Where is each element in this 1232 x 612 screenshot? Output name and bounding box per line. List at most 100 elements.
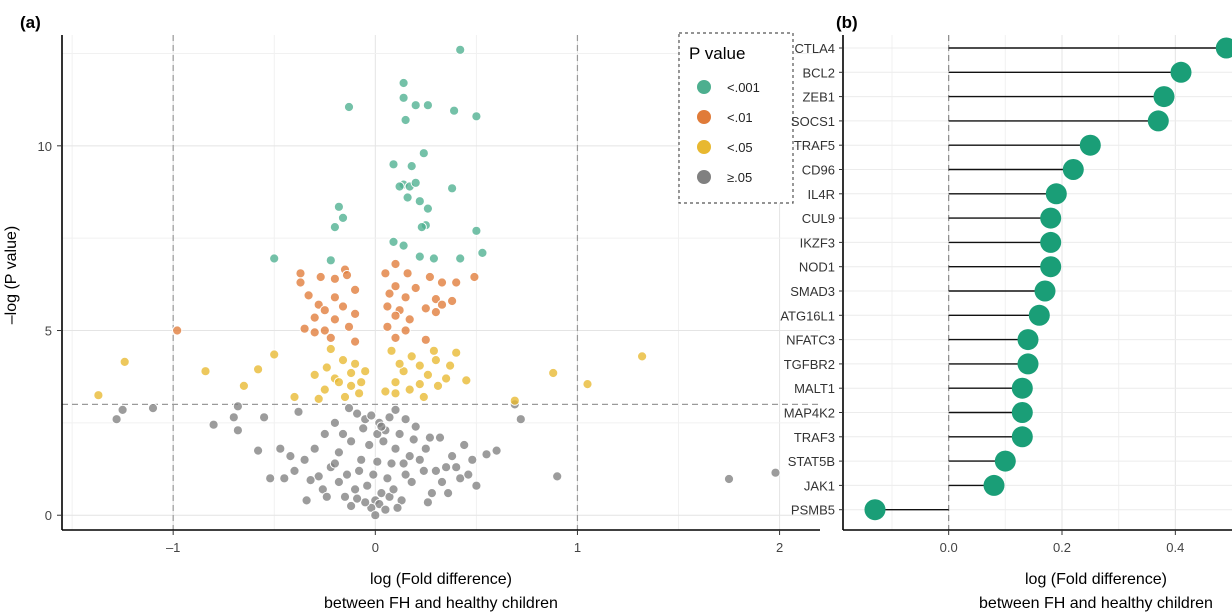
data-point (422, 497, 433, 508)
legend-label: <.01 (727, 110, 753, 125)
lollipop-x-axis-title-line2: between FH and healthy children (979, 595, 1213, 612)
data-point (471, 225, 482, 236)
data-point (285, 451, 296, 462)
data-point (299, 454, 310, 465)
data-point (333, 377, 344, 388)
data-point (420, 443, 431, 454)
lollipop-dot (1011, 402, 1033, 423)
data-point (329, 417, 340, 428)
volcano-x-axis-title-line2: between FH and healthy children (324, 595, 558, 612)
data-point (477, 247, 488, 258)
data-point (350, 308, 361, 319)
data-point (410, 100, 421, 111)
lollipop-dot (1079, 134, 1101, 156)
data-point (416, 222, 427, 233)
data-point (463, 469, 474, 480)
data-point (208, 419, 219, 430)
data-point (378, 436, 389, 447)
data-point (350, 336, 361, 347)
data-point (723, 473, 735, 485)
data-point (117, 404, 128, 415)
data-point (343, 403, 355, 414)
lollipop-x-axis-title-line1: log (Fold difference) (1025, 571, 1167, 588)
panel-b-label: (b) (836, 13, 858, 32)
gene-label: CTLA4 (795, 41, 835, 56)
gene-label: ZEB1 (802, 90, 835, 105)
data-point (491, 445, 502, 456)
data-point (350, 484, 361, 495)
data-point (441, 462, 452, 473)
lollipop-plot-panel: (b) CTLA4 BCL2 ZEB1 SOCS1 TRAF5 CD96 IL4R CUL9 I… (780, 13, 1232, 612)
data-point (343, 321, 355, 332)
data-point (414, 454, 425, 465)
data-point (469, 271, 480, 283)
data-point (232, 425, 243, 436)
legend-swatch (697, 170, 711, 184)
x-tick-label: –1 (166, 540, 180, 555)
y-tick-label: 0 (45, 508, 52, 523)
data-point (341, 469, 353, 480)
data-point (321, 491, 332, 502)
data-point (380, 268, 391, 279)
data-point (354, 388, 365, 399)
data-point (380, 504, 391, 515)
data-point (582, 379, 593, 390)
data-point (200, 366, 211, 377)
data-point (388, 484, 399, 495)
data-point (172, 325, 183, 336)
data-point (337, 301, 349, 312)
legend-swatch (697, 110, 711, 124)
gene-label: NFATC3 (786, 333, 835, 348)
data-point (400, 414, 411, 425)
data-point (461, 375, 472, 386)
data-point (376, 421, 387, 432)
data-point (329, 273, 340, 284)
data-point (337, 355, 349, 366)
lollipop-dot (983, 474, 1005, 496)
data-point (346, 500, 357, 512)
data-point (337, 212, 349, 223)
data-point (346, 367, 357, 379)
data-point (232, 401, 243, 412)
data-point (548, 367, 559, 379)
data-point (418, 148, 429, 159)
data-point (386, 458, 397, 469)
gene-label: TRAF3 (794, 430, 835, 445)
data-point (451, 347, 462, 358)
data-point (400, 469, 411, 480)
data-point (447, 183, 458, 194)
data-point (333, 201, 344, 212)
data-point (388, 159, 399, 170)
data-point (238, 380, 249, 391)
gene-label: PSMB5 (791, 503, 835, 518)
gene-label: ATG16L1 (780, 308, 835, 323)
data-point (447, 451, 458, 462)
x-tick-label: 0.2 (1053, 540, 1071, 555)
data-point (552, 471, 563, 482)
data-point (404, 451, 415, 462)
data-point (426, 488, 437, 499)
data-point (289, 391, 300, 403)
volcano-plot-panel: (a) –1 0 1 2 0 5 10 log (Fold difference) betw… (3, 13, 820, 612)
data-point (315, 271, 326, 283)
data-point (404, 314, 415, 325)
y-tick-label: 10 (38, 139, 52, 154)
data-point (350, 358, 361, 369)
legend-label: <.001 (727, 80, 760, 95)
data-point (356, 454, 367, 465)
data-point (352, 493, 363, 504)
data-point (364, 439, 375, 451)
p-value-legend: P value <.001 <.01 <.05 ≥.05 (678, 32, 794, 204)
data-point (301, 495, 312, 506)
gene-label: NOD1 (799, 260, 835, 275)
data-point (295, 277, 306, 288)
data-point (339, 491, 351, 502)
data-point (414, 251, 425, 262)
data-point (451, 462, 462, 473)
data-point (325, 255, 336, 266)
data-point (313, 393, 324, 404)
data-point (400, 114, 411, 126)
data-point (390, 377, 401, 388)
data-point (253, 364, 264, 375)
data-point (390, 404, 401, 415)
